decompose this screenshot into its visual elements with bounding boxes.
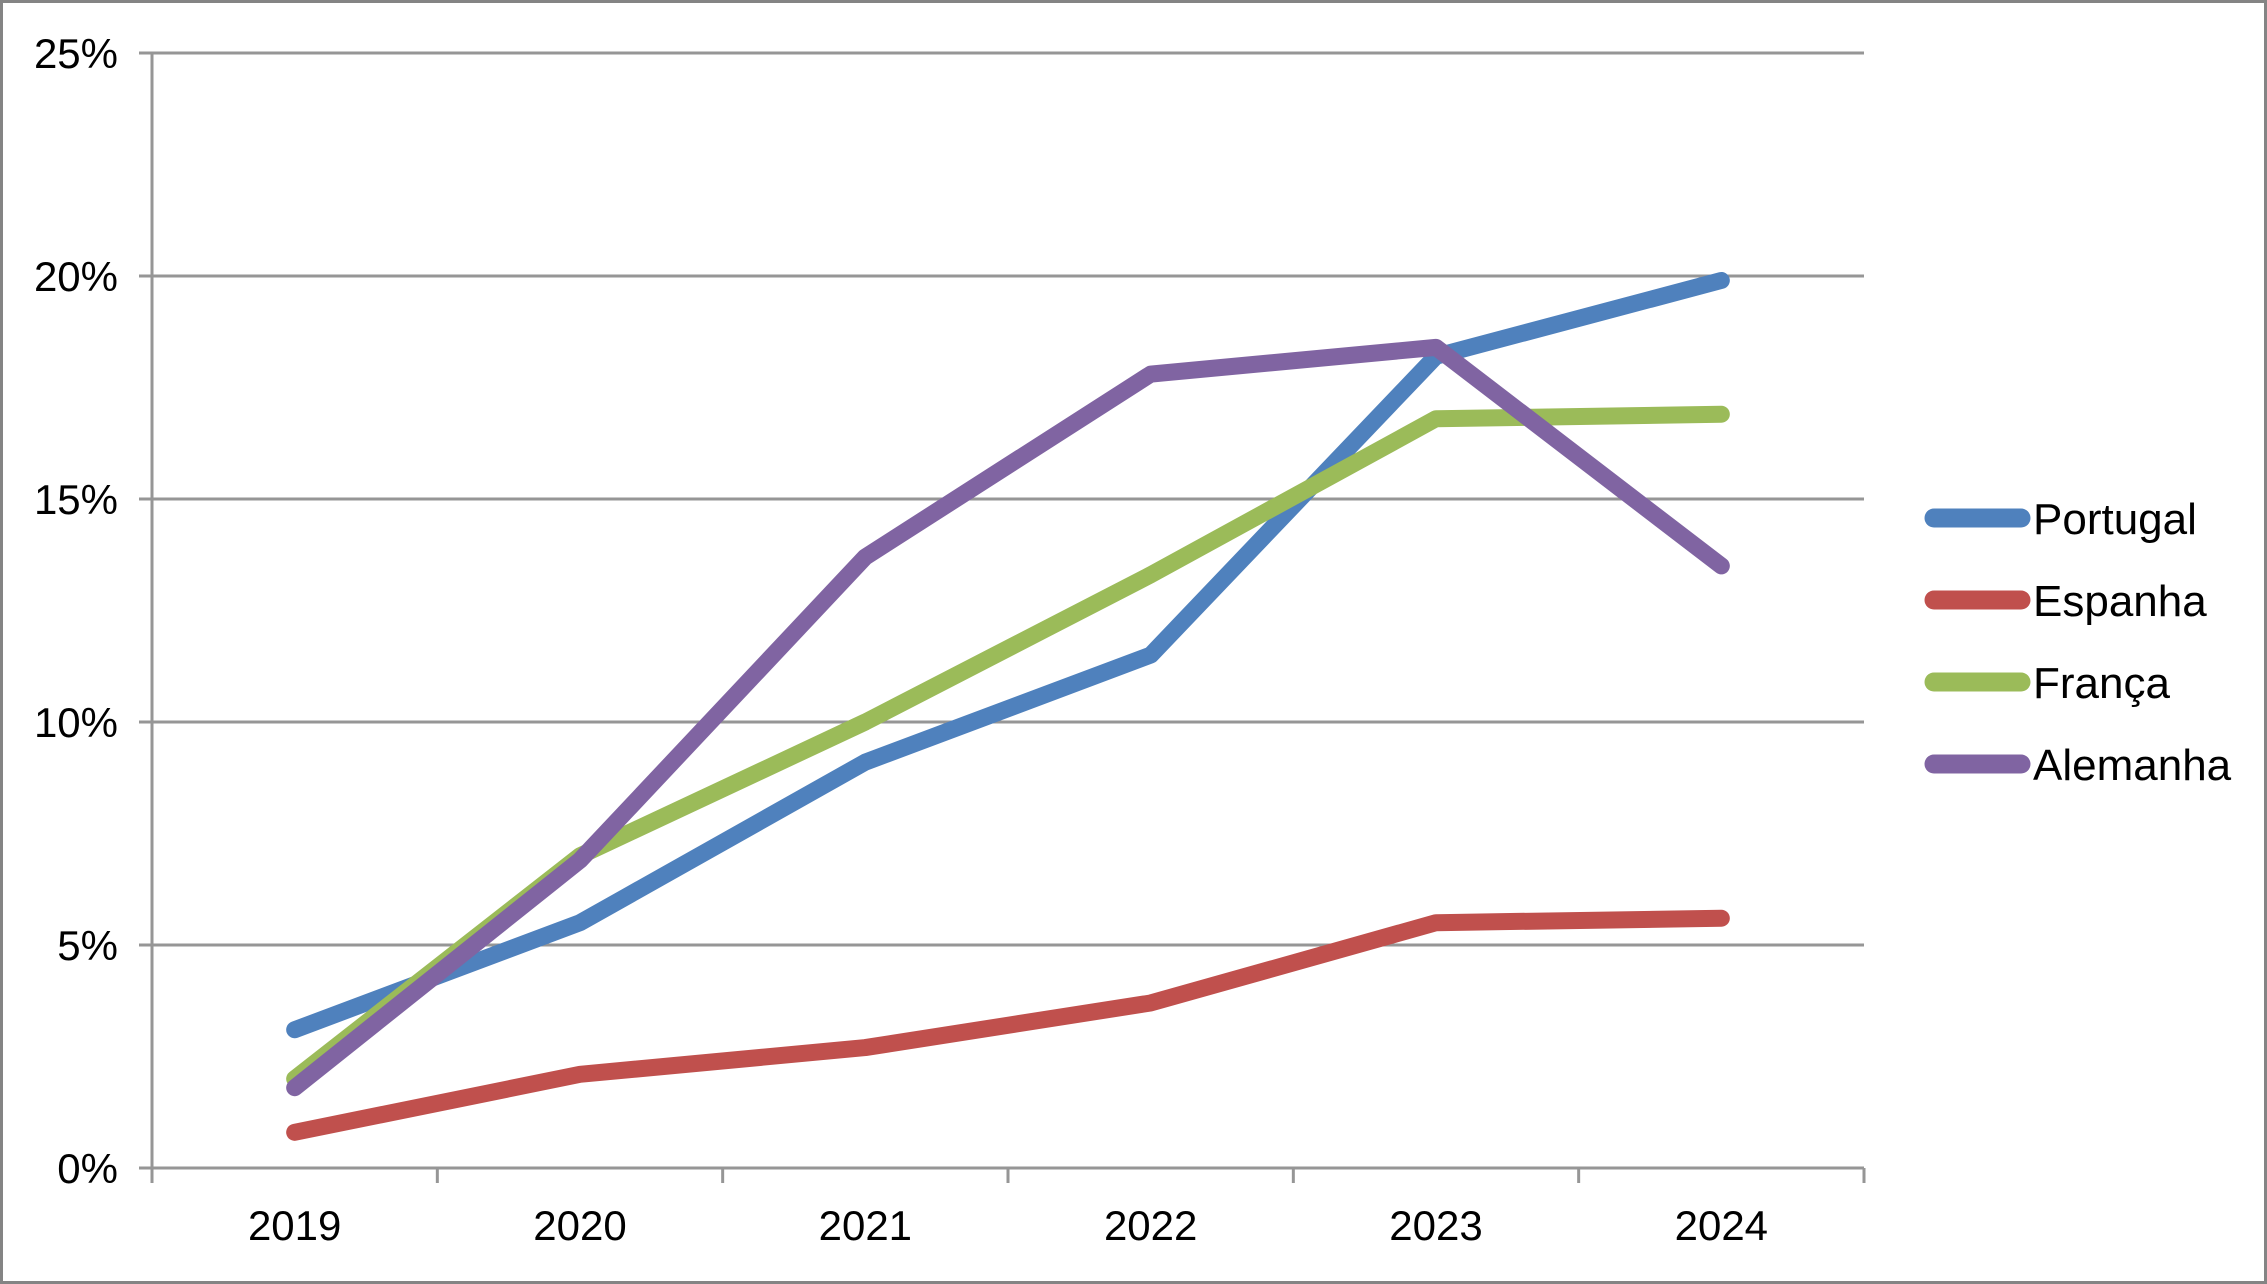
legend-label-alemanha: Alemanha — [2033, 741, 2232, 790]
series-line-franca — [286, 405, 1730, 1088]
legend-label-portugal: Portugal — [2033, 495, 2197, 544]
x-axis-label: 2020 — [533, 1202, 626, 1249]
y-axis-label: 15% — [34, 476, 118, 523]
x-axis-label: 2019 — [248, 1202, 341, 1249]
y-axis-label: 5% — [57, 922, 118, 969]
axes-group — [139, 51, 1866, 1183]
legend-item-espanha: Espanha — [1924, 577, 2207, 626]
gridlines-group — [152, 51, 1864, 947]
x-axis-label: 2023 — [1389, 1202, 1482, 1249]
legend-item-franca: França — [1924, 659, 2170, 708]
y-axis-label: 20% — [34, 253, 118, 300]
y-axis-label: 25% — [34, 30, 118, 77]
x-axis-label: 2022 — [1104, 1202, 1197, 1249]
y-axis-label: 10% — [34, 699, 118, 746]
legend-item-portugal: Portugal — [1924, 495, 2197, 544]
legend-label-espanha: Espanha — [2033, 577, 2207, 626]
series-line-portugal — [286, 271, 1730, 1039]
series-line-alemanha — [286, 338, 1730, 1097]
axis-labels-group: 0% 5% 10% 15% 20% 25% 2019 2020 2021 2022 2023 2024 — [34, 30, 1768, 1249]
x-axis-label: 2024 — [1675, 1202, 1768, 1249]
series-group — [286, 271, 1730, 1141]
legend: Portugal Espanha França Alemanha — [1924, 495, 2232, 790]
series-line-espanha — [286, 909, 1730, 1141]
legend-label-franca: França — [2033, 659, 2170, 708]
x-axis-label: 2021 — [819, 1202, 912, 1249]
legend-item-alemanha: Alemanha — [1924, 741, 2232, 790]
y-axis-label: 0% — [57, 1145, 118, 1192]
